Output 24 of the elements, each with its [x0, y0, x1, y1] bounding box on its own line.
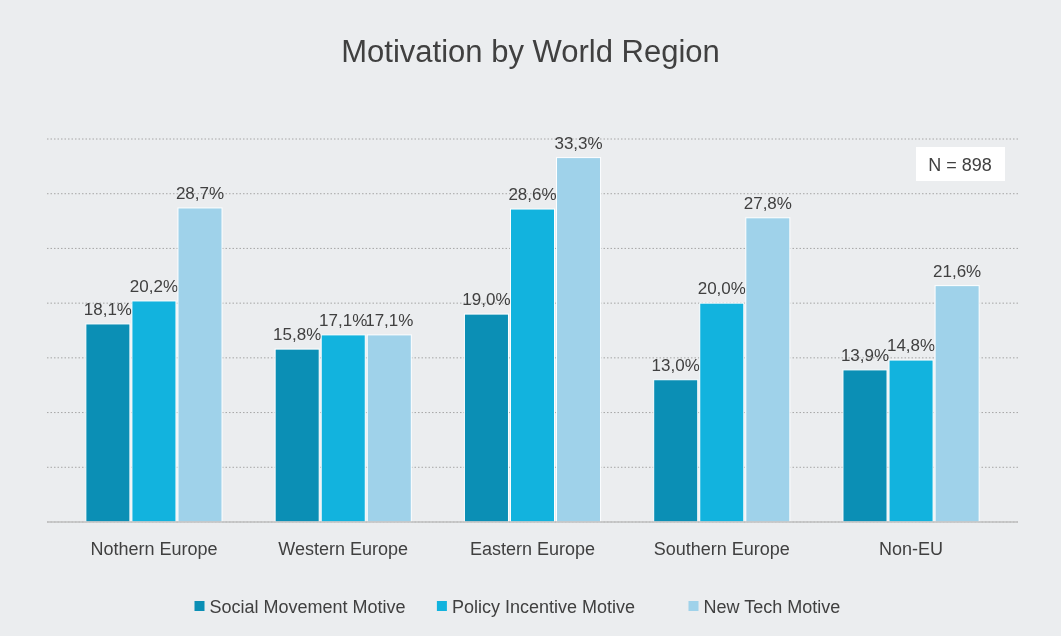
data-label: 20,2%	[129, 276, 179, 296]
data-label: 28,6%	[508, 185, 557, 205]
data-label: 20,0%	[697, 279, 746, 299]
x-tick-label: Western Europe	[278, 539, 409, 559]
data-label: 17,1%	[319, 310, 368, 330]
chart-title: Motivation by World Region	[341, 34, 720, 69]
legend-label: New Tech Motive	[703, 597, 841, 617]
legend-label: Policy Incentive Motive	[451, 597, 635, 617]
data-label: 17,1%	[365, 310, 414, 330]
x-tick-label: Eastern Europe	[469, 539, 596, 559]
data-label: 18,1%	[83, 299, 132, 319]
data-label: 13,0%	[651, 355, 700, 375]
data-label: 21,6%	[933, 261, 982, 281]
data-label: 27,8%	[743, 193, 792, 213]
data-label: 33,3%	[554, 133, 603, 153]
data-label: 15,8%	[273, 325, 322, 345]
data-label: 13,9%	[840, 345, 890, 365]
x-tick-label: Nothern Europe	[90, 539, 218, 559]
data-label: 19,0%	[462, 290, 511, 310]
legend-label: Social Movement Motive	[209, 597, 406, 617]
data-label: 28,7%	[175, 183, 225, 203]
x-tick-label: Southern Europe	[653, 539, 790, 559]
x-tick-label: Non-EU	[879, 539, 944, 559]
annotation: N = 898	[928, 155, 992, 175]
